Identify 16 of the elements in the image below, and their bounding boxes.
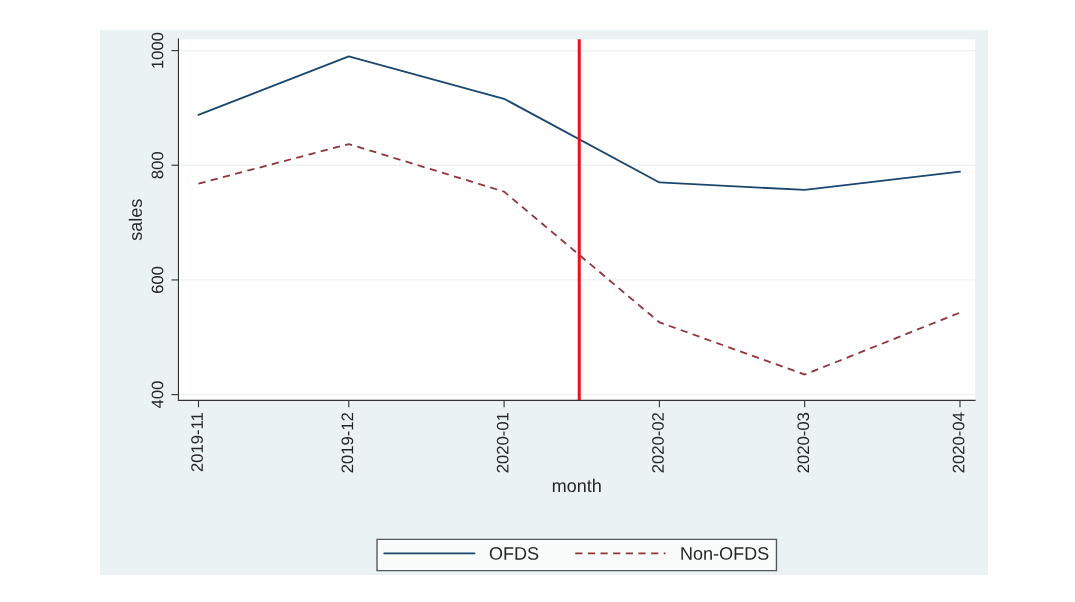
line-series — [197, 55, 961, 191]
y-tick-label: 400 — [151, 381, 164, 409]
x-tick-label: 2020-02 — [652, 412, 664, 473]
y-tick-label: 600 — [151, 266, 164, 293]
legend-label: OFDS — [489, 547, 539, 560]
x-tick-label: 2019-12 — [341, 412, 354, 473]
y-tick-label: 1000 — [151, 32, 164, 68]
x-tick-label: 2019-11 — [191, 412, 203, 472]
x-tick-label: 2020-04 — [952, 412, 965, 473]
y-tick-label: 800 — [151, 152, 164, 179]
x-tick-label: 2020-03 — [797, 412, 810, 473]
line-series — [197, 143, 961, 376]
x-tick-label: 2020-01 — [496, 412, 509, 473]
x-axis-title: month — [552, 478, 601, 493]
legend-label: Non-OFDS — [681, 547, 769, 560]
y-axis-title: sales — [128, 199, 142, 241]
